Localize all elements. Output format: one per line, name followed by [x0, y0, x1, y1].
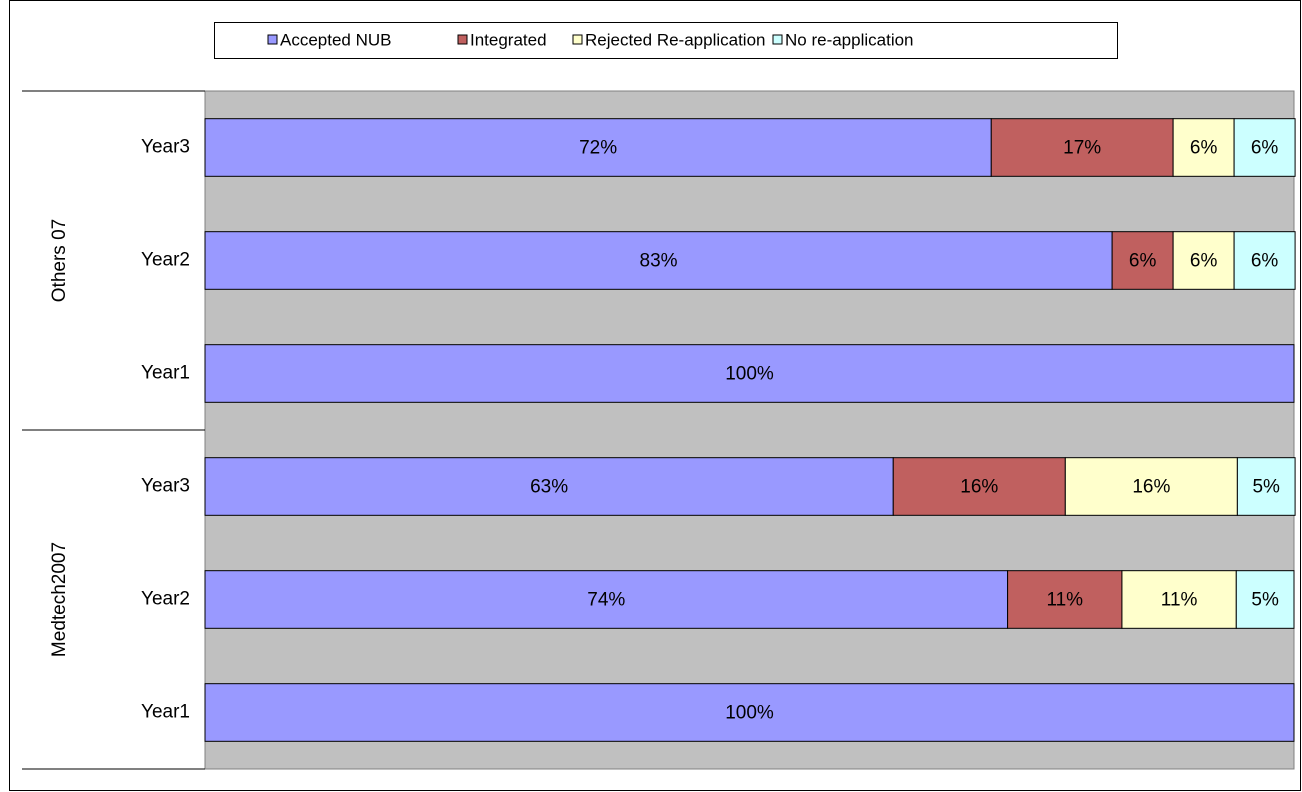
legend-box — [214, 22, 1118, 59]
data-label: 6% — [1190, 251, 1218, 272]
data-label: 6% — [1129, 251, 1157, 272]
data-label: 83% — [640, 251, 678, 272]
bar-segment — [1172, 118, 1235, 177]
bar-segment — [204, 231, 1113, 290]
legend-swatch — [267, 34, 278, 45]
y-tick-label: Year3 — [141, 137, 190, 158]
y-tick-label: Year3 — [141, 476, 190, 497]
data-label: 16% — [1132, 477, 1170, 498]
legend-label: Rejected Re-application — [585, 30, 766, 49]
legend-label: Integrated — [470, 30, 547, 49]
data-label: 11% — [1161, 590, 1198, 611]
bar-segment — [1233, 231, 1296, 290]
bar-segment — [1121, 570, 1237, 629]
data-label: 72% — [579, 138, 617, 159]
data-label: 5% — [1251, 590, 1279, 611]
bar-segment — [204, 457, 894, 516]
data-label: 5% — [1252, 477, 1280, 498]
bar-segment — [1233, 118, 1296, 177]
legend-swatch — [772, 34, 783, 45]
legend-swatch — [457, 34, 468, 45]
legend-swatch — [572, 34, 583, 45]
bar-segment — [892, 457, 1066, 516]
data-label: 6% — [1190, 138, 1218, 159]
legend-label: Accepted NUB — [280, 30, 392, 49]
y-tick-label: Year2 — [141, 250, 190, 271]
data-label: 100% — [725, 364, 774, 385]
group-label: Others 07 — [49, 219, 70, 302]
group-label: Medtech2007 — [49, 542, 70, 657]
bar-segment — [204, 344, 1295, 403]
data-label: 6% — [1251, 251, 1279, 272]
bar-segment — [204, 683, 1295, 742]
data-label: 17% — [1063, 138, 1101, 159]
data-label: 16% — [960, 477, 998, 498]
data-label: 11% — [1046, 590, 1083, 611]
y-tick-label: Year2 — [141, 589, 190, 610]
bar-segment — [204, 570, 1009, 629]
data-label: 74% — [587, 590, 625, 611]
bar-segment — [990, 118, 1174, 177]
bar-segment — [1236, 457, 1296, 516]
data-label: 63% — [530, 477, 568, 498]
bar-segment — [1235, 570, 1295, 629]
bar-segment — [1064, 457, 1238, 516]
bar-segment — [1007, 570, 1123, 629]
bar-segment — [204, 118, 992, 177]
bar-segment — [1172, 231, 1235, 290]
bar-segment — [1111, 231, 1174, 290]
legend-label: No re-application — [785, 30, 914, 49]
y-tick-label: Year1 — [141, 363, 190, 384]
data-label: 6% — [1251, 138, 1279, 159]
data-label: 100% — [725, 703, 774, 724]
plot-area — [204, 90, 1295, 770]
y-tick-label: Year1 — [141, 702, 190, 723]
